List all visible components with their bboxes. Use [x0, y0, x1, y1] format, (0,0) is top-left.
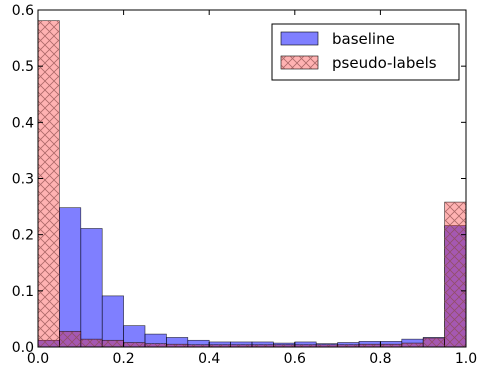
bar-hatch-pseudo-labels-7: [187, 344, 210, 347]
bar-hatch-pseudo-labels-0: [38, 20, 60, 348]
legend-swatch-hatch: [281, 56, 318, 69]
bar-baseline-3: [101, 295, 124, 348]
legend: baseline pseudo-labels: [271, 23, 460, 81]
bar-hatch-pseudo-labels-19: [444, 202, 466, 347]
bar-baseline-2: [80, 228, 103, 348]
ticks-layer: 0.0 0.2 0.4 0.6 0.8 1.0 0.0 0.1 0.2 0.3 0.4 0.5 0.6: [12, 3, 477, 367]
legend-label-pseudo-labels: pseudo-labels: [332, 54, 437, 72]
y-tick-label: 0.4: [12, 115, 34, 131]
bar-hatch-pseudo-labels-17: [401, 343, 424, 347]
x-tick-label: 0.6: [284, 351, 306, 367]
bar-hatch-pseudo-labels-13: [316, 344, 338, 347]
bar-hatch-pseudo-labels-8: [209, 344, 231, 347]
x-tick-label: 1.0: [455, 351, 477, 367]
bar-hatch-pseudo-labels-4: [123, 342, 145, 347]
bar-hatch-pseudo-labels-15: [359, 344, 381, 347]
bar-hatch-pseudo-labels-16: [380, 344, 402, 347]
bar-hatch-pseudo-labels-10: [252, 344, 274, 347]
x-tick-label: 0.2: [112, 351, 134, 367]
bar-hatch-pseudo-labels-12: [294, 344, 317, 347]
bar-baseline-1: [59, 207, 82, 348]
y-tick-label: 0.5: [12, 59, 34, 75]
bar-hatch-pseudo-labels-6: [166, 344, 188, 347]
x-tick-label: 0.8: [369, 351, 391, 367]
bar-hatch-pseudo-labels-11: [273, 344, 295, 347]
bar-hatch-pseudo-labels-18: [423, 338, 445, 347]
x-tick-label: 0.4: [198, 351, 220, 367]
y-tick-label: 0.6: [12, 3, 34, 19]
legend-label-baseline: baseline: [332, 30, 395, 48]
bar-hatch-pseudo-labels-2: [80, 339, 103, 347]
bar-hatch-pseudo-labels-1: [59, 331, 81, 347]
y-tick-label: 0.2: [12, 228, 34, 244]
bar-hatch-pseudo-labels-3: [102, 340, 124, 347]
bar-hatch-pseudo-labels-5: [145, 343, 167, 347]
bar-hatch-pseudo-labels-9: [230, 344, 252, 347]
bar-hatch-pseudo-labels-14: [337, 344, 359, 347]
y-tick-label: 0.0: [12, 340, 34, 356]
legend-swatch-baseline: [280, 31, 319, 46]
y-tick-label: 0.1: [12, 284, 34, 300]
y-tick-label: 0.3: [12, 172, 34, 188]
bars-layer: [37, 20, 467, 348]
x-tick-label: 0.0: [27, 351, 49, 367]
